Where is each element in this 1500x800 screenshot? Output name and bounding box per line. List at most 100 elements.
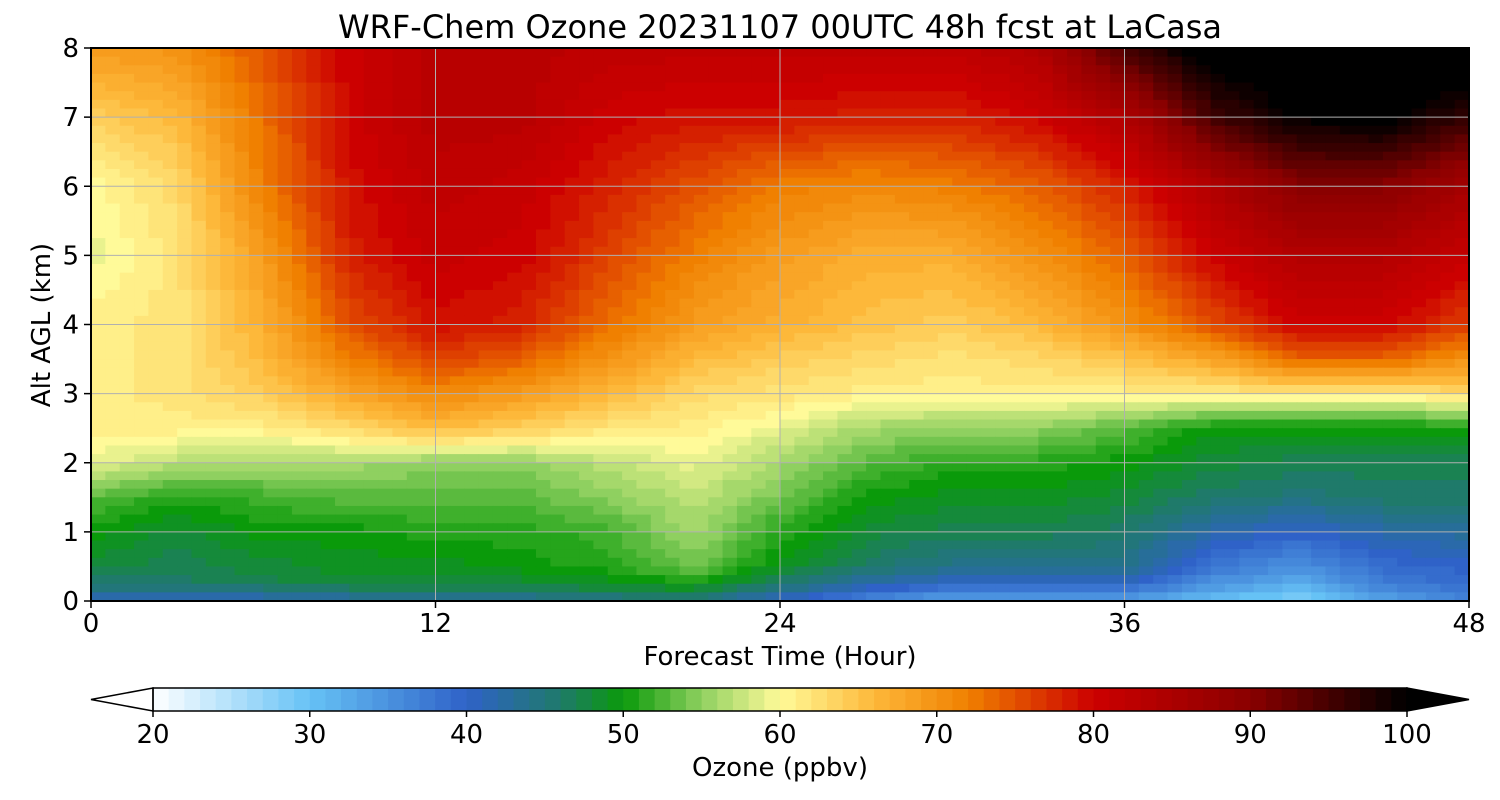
- heatmap-cell: [1397, 436, 1413, 447]
- heatmap-cell: [952, 246, 968, 256]
- heatmap-cell: [220, 194, 236, 205]
- heatmap-cell: [1095, 91, 1111, 101]
- heatmap-cell: [1110, 410, 1126, 421]
- heatmap-cell: [449, 436, 465, 447]
- heatmap-cell: [378, 65, 394, 75]
- heatmap-cell: [1038, 229, 1054, 239]
- heatmap-cell: [765, 289, 781, 300]
- heatmap-cell: [1239, 117, 1255, 127]
- heatmap-cell: [1067, 99, 1083, 110]
- heatmap-cell: [607, 272, 623, 282]
- heatmap-cell: [607, 445, 623, 455]
- heatmap-cell: [1397, 410, 1413, 421]
- heatmap-cell: [263, 315, 279, 326]
- heatmap-cell: [421, 91, 437, 101]
- heatmap-cell: [191, 462, 207, 472]
- heatmap-cell: [995, 99, 1011, 110]
- heatmap-cell: [492, 480, 508, 490]
- heatmap-cell: [378, 82, 394, 92]
- heatmap-cell: [1196, 272, 1212, 282]
- heatmap-cell: [406, 471, 422, 481]
- heatmap-cell: [1454, 238, 1469, 248]
- heatmap-cell: [1411, 255, 1427, 265]
- heatmap-cell: [894, 143, 910, 153]
- heatmap-cell: [1110, 428, 1126, 438]
- heatmap-cell: [1153, 324, 1169, 334]
- heatmap-cell: [1339, 419, 1355, 429]
- heatmap-cell: [708, 220, 724, 231]
- heatmap-cell: [507, 384, 523, 395]
- heatmap-cell: [1282, 410, 1298, 421]
- heatmap-cell: [1368, 186, 1384, 196]
- heatmap-cell: [492, 341, 508, 352]
- heatmap-cell: [1024, 350, 1039, 360]
- heatmap-cell: [191, 384, 207, 395]
- heatmap-cell: [736, 289, 752, 300]
- heatmap-cell: [909, 160, 925, 170]
- heatmap-cell: [1268, 134, 1283, 144]
- heatmap-cell: [1052, 307, 1068, 317]
- heatmap-cell: [363, 402, 379, 412]
- heatmap-cell: [220, 333, 236, 343]
- heatmap-cell: [1124, 298, 1140, 308]
- heatmap-cell: [1052, 298, 1068, 308]
- heatmap-cell: [1124, 289, 1140, 300]
- heatmap-cell: [320, 289, 336, 300]
- heatmap-cell: [1325, 436, 1341, 447]
- heatmap-cell: [248, 289, 264, 300]
- heatmap-cell: [91, 428, 106, 438]
- heatmap-cell: [320, 333, 336, 343]
- heatmap-cell: [937, 272, 953, 282]
- heatmap-cell: [177, 462, 193, 472]
- heatmap-cell: [1339, 480, 1355, 490]
- heatmap-cell: [679, 393, 695, 403]
- heatmap-cell: [1296, 229, 1312, 239]
- heatmap-cell: [1210, 246, 1226, 256]
- heatmap-cell: [1311, 488, 1327, 498]
- heatmap-cell: [535, 48, 551, 58]
- heatmap-cell: [1124, 264, 1140, 274]
- heatmap-cell: [205, 108, 221, 118]
- heatmap-cell: [1268, 419, 1283, 429]
- heatmap-cell: [679, 99, 695, 110]
- heatmap-cell: [449, 220, 465, 231]
- heatmap-cell: [1009, 307, 1025, 317]
- heatmap-cell: [1038, 194, 1054, 205]
- heatmap-cell: [966, 384, 982, 395]
- heatmap-cell: [263, 229, 279, 239]
- heatmap-cell: [220, 428, 236, 438]
- heatmap-cell: [1311, 73, 1327, 84]
- heatmap-cell: [1153, 289, 1169, 300]
- heatmap-cell: [378, 445, 394, 455]
- heatmap-cell: [1440, 134, 1456, 144]
- heatmap-cell: [464, 315, 480, 326]
- heatmap-cell: [119, 359, 135, 369]
- heatmap-cell: [1368, 168, 1384, 179]
- heatmap-cell: [134, 117, 150, 127]
- heatmap-cell: [349, 384, 365, 395]
- heatmap-cell: [1368, 324, 1384, 334]
- heatmap-cell: [808, 341, 824, 352]
- heatmap-cell: [622, 289, 638, 300]
- heatmap-cell: [693, 48, 709, 58]
- heatmap-cell: [277, 428, 293, 438]
- heatmap-cell: [1440, 350, 1456, 360]
- heatmap-cell: [1440, 367, 1456, 377]
- heatmap-cell: [866, 471, 882, 481]
- heatmap-cell: [134, 298, 150, 308]
- heatmap-cell: [421, 350, 437, 360]
- heatmap-cell: [866, 168, 882, 179]
- heatmap-cell: [1052, 177, 1068, 187]
- heatmap-cell: [923, 108, 939, 118]
- heatmap-cell: [1296, 99, 1312, 110]
- heatmap-cell: [980, 73, 996, 84]
- heatmap-cell: [435, 194, 451, 205]
- heatmap-cell: [937, 410, 953, 421]
- heatmap-cell: [736, 220, 752, 231]
- heatmap-cell: [1167, 99, 1183, 110]
- heatmap-cell: [507, 203, 523, 213]
- heatmap-cell: [593, 48, 609, 58]
- heatmap-cell: [894, 315, 910, 326]
- heatmap-cell: [1038, 117, 1054, 127]
- heatmap-cell: [134, 143, 150, 153]
